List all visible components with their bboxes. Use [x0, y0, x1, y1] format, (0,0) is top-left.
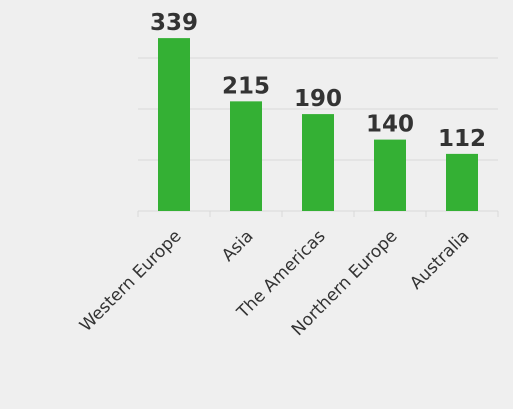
bar: [230, 101, 262, 211]
data-label: 339: [150, 10, 198, 36]
data-label: 140: [366, 112, 414, 138]
bar: [158, 38, 190, 211]
bar: [302, 114, 334, 211]
x-tick-label: Australia: [406, 226, 473, 293]
x-tick-label: Western Europe: [76, 226, 186, 336]
bar: [446, 153, 478, 211]
data-label: 215: [222, 73, 270, 99]
bar: [374, 139, 406, 211]
data-label: 112: [438, 126, 486, 152]
x-tick-label: Asia: [218, 226, 257, 265]
data-label: 190: [294, 86, 342, 112]
